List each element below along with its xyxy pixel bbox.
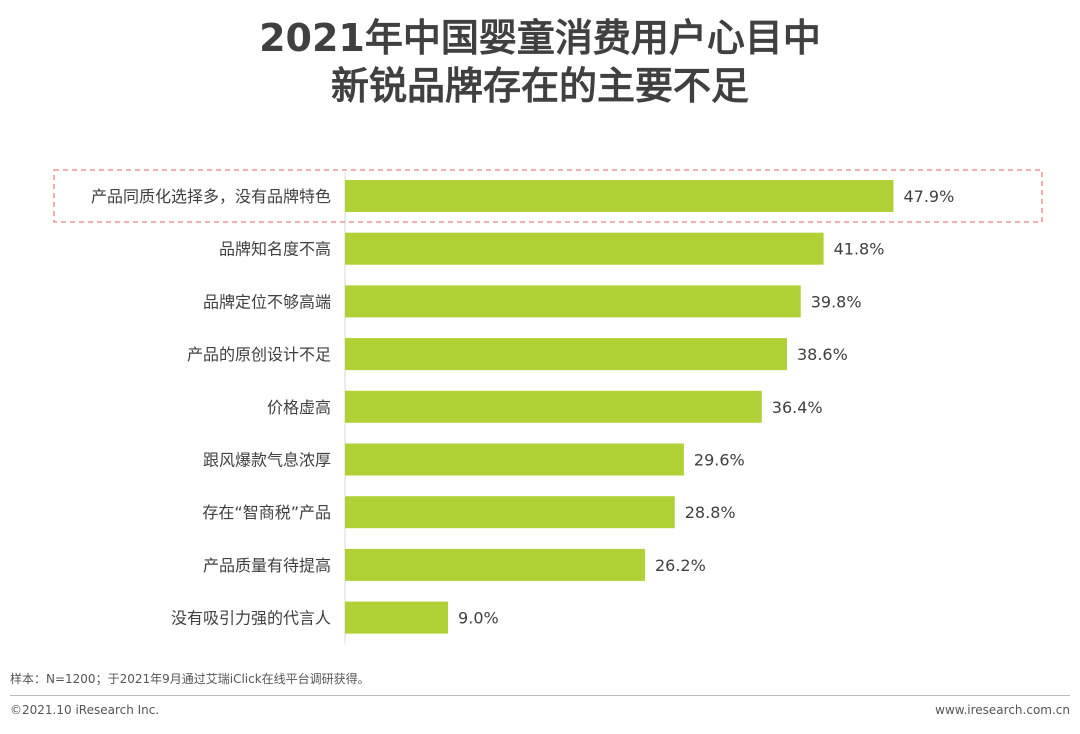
website-url: www.iresearch.com.cn: [935, 703, 1070, 717]
category-label: 存在“智商税”产品: [202, 503, 331, 522]
data-label: 29.6%: [694, 451, 745, 470]
category-label: 价格虚高: [267, 398, 331, 417]
data-label: 28.8%: [685, 503, 736, 522]
data-label: 39.8%: [811, 292, 862, 311]
data-label: 26.2%: [655, 556, 706, 575]
data-label: 36.4%: [772, 398, 823, 417]
bar: [345, 496, 675, 529]
bar: [345, 180, 894, 212]
data-label: 38.6%: [797, 345, 848, 364]
bar-chart: 产品同质化选择多，没有品牌特色 47.9% 品牌知名度不高 41.8% 品牌定位不够高端…: [53, 169, 1043, 644]
category-label: 产品质量有待提高: [203, 556, 331, 575]
sample-note: 样本：N=1200；于2021年9月通过艾瑞iClick在线平台调研获得。: [10, 672, 370, 686]
bar: [345, 390, 762, 423]
highlight-box: [53, 169, 1043, 223]
bar: [345, 232, 824, 265]
chart-title-line1: 2021年中国婴童消费用户心目中: [259, 16, 821, 60]
footer-divider: [10, 695, 1070, 696]
bar: [345, 601, 449, 634]
bar: [345, 285, 801, 318]
category-label: 产品的原创设计不足: [187, 345, 331, 364]
category-label: 品牌定位不够高端: [203, 292, 331, 311]
chart-title-line2: 新锐品牌存在的主要不足: [330, 64, 749, 108]
bar: [345, 443, 684, 476]
category-label: 没有吸引力强的代言人: [171, 609, 331, 628]
data-label: 41.8%: [834, 240, 885, 259]
data-label: 9.0%: [458, 609, 499, 628]
category-label: 品牌知名度不高: [219, 240, 331, 259]
category-label: 跟风爆款气息浓厚: [203, 451, 331, 470]
category-label: 产品同质化选择多，没有品牌特色: [91, 187, 331, 206]
copyright-text: ©2021.10 iResearch Inc.: [10, 703, 160, 717]
bar: [345, 338, 787, 371]
data-label: 47.9%: [903, 187, 954, 206]
bar: [345, 548, 645, 581]
